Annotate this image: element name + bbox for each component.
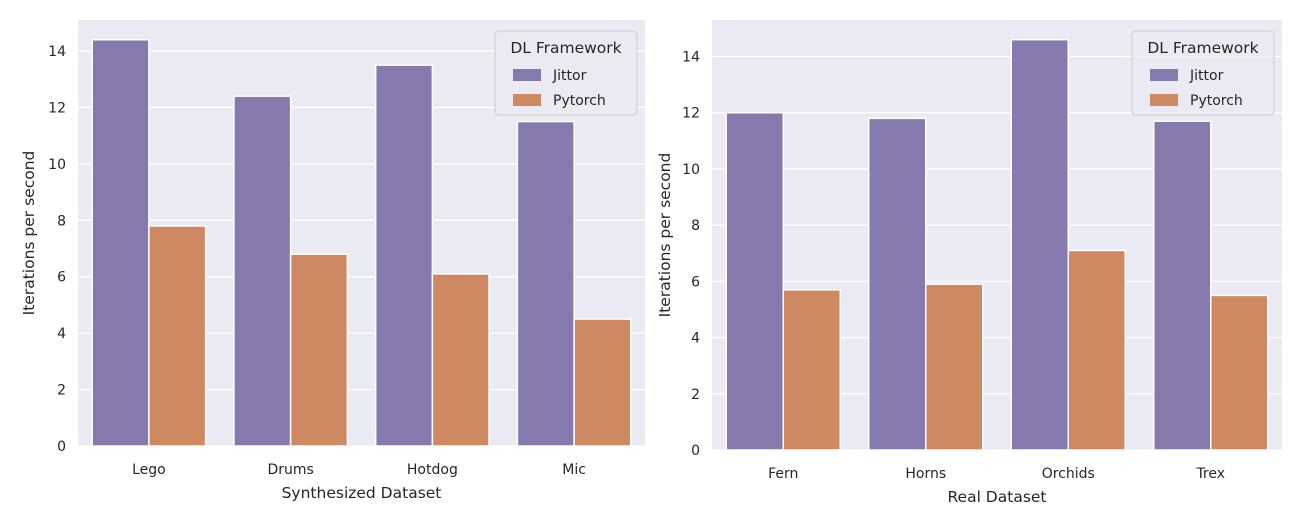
y-tick-label: 12 (682, 106, 700, 122)
x-axis-label: Real Dataset (947, 488, 1046, 505)
y-tick-label: 0 (57, 439, 66, 455)
bar-jittor-fern (725, 111, 784, 451)
bar-pytorch-hotdog (431, 273, 490, 447)
legend-label-pytorch: Pytorch (1190, 93, 1243, 109)
bar-jittor-horns (868, 117, 927, 451)
x-tick-label: Hotdog (407, 462, 458, 478)
y-tick-label: 12 (48, 100, 66, 116)
legend-label-jittor: Jittor (552, 68, 587, 84)
x-tick-label: Fern (768, 466, 798, 482)
legend-swatch-pytorch (513, 94, 541, 106)
legend-swatch-pytorch (1150, 94, 1178, 106)
y-tick-label: 2 (57, 383, 66, 399)
legend-label-pytorch: Pytorch (553, 93, 606, 109)
y-axis-label: Iterations per second (20, 151, 38, 316)
bar-pytorch-mic (573, 318, 632, 447)
y-tick-label: 10 (48, 157, 66, 173)
legend-swatch-jittor (1150, 69, 1178, 81)
chart-panel-1: 0 2 4 6 8 10 12 14 Lego Drums Hotdog Mic Synthesized… (20, 20, 645, 502)
bar-jittor-mic (516, 120, 575, 447)
bar-pytorch-fern (782, 289, 841, 451)
legend: DL Framework Jittor Pytorch (494, 30, 638, 116)
y-tick-label: 8 (691, 218, 700, 234)
legend-title: DL Framework (510, 39, 621, 57)
legend-title: DL Framework (1147, 39, 1258, 57)
y-tick-label: 6 (691, 274, 700, 290)
y-tick-label: 4 (57, 326, 66, 342)
x-tick-label: Horns (905, 466, 946, 482)
bar-jittor-lego (91, 38, 150, 447)
legend-label-jittor: Jittor (1189, 68, 1224, 84)
y-tick-label: 0 (691, 443, 700, 459)
y-tick-label: 14 (682, 50, 700, 66)
y-tick-label: 2 (691, 387, 700, 403)
y-tick-label: 14 (48, 44, 66, 60)
x-tick-label: Lego (132, 462, 166, 478)
y-tick-label: 6 (57, 270, 66, 286)
x-tick-label: Mic (562, 462, 586, 478)
bar-jittor-orchids (1010, 38, 1069, 451)
x-tick-label: Drums (267, 462, 313, 478)
x-axis-label: Synthesized Dataset (282, 484, 442, 502)
legend: DL Framework Jittor Pytorch (1131, 30, 1275, 116)
y-tick-label: 10 (682, 162, 700, 178)
y-tick-label: 4 (691, 331, 700, 347)
bar-pytorch-horns (925, 283, 984, 451)
x-tick-label: Trex (1195, 466, 1225, 482)
x-tick-label: Orchids (1042, 466, 1095, 482)
y-tick-label: 8 (57, 213, 66, 229)
chart-panel-2: 0 2 4 6 8 10 12 14 Fern Horns Orchids Trex Real Data… (656, 20, 1282, 506)
y-axis-label: Iterations per second (656, 153, 674, 318)
bar-jittor-hotdog (374, 64, 434, 447)
bar-pytorch-orchids (1067, 249, 1126, 451)
bar-pytorch-drums (289, 253, 349, 447)
legend-swatch-jittor (513, 69, 541, 81)
bar-jittor-drums (233, 95, 292, 447)
bar-jittor-trex (1153, 120, 1212, 451)
bar-pytorch-trex (1210, 294, 1269, 451)
bar-pytorch-lego (148, 225, 207, 447)
